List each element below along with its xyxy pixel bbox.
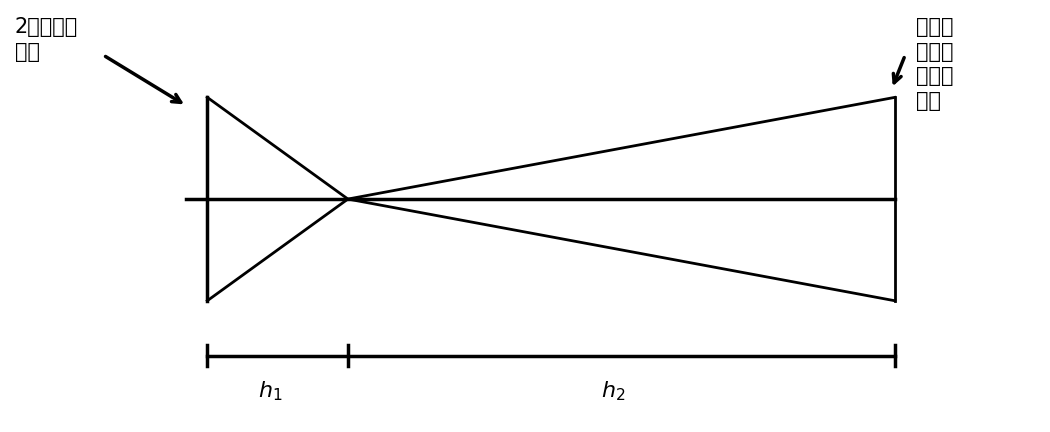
Text: $h_2$: $h_2$ [602,379,626,403]
Text: $h_1$: $h_1$ [257,379,282,403]
Text: 2个像素的
距离: 2个像素的 距离 [15,17,78,62]
Text: 曝光时
间内物
体下落
距离: 曝光时 间内物 体下落 距离 [916,17,953,111]
